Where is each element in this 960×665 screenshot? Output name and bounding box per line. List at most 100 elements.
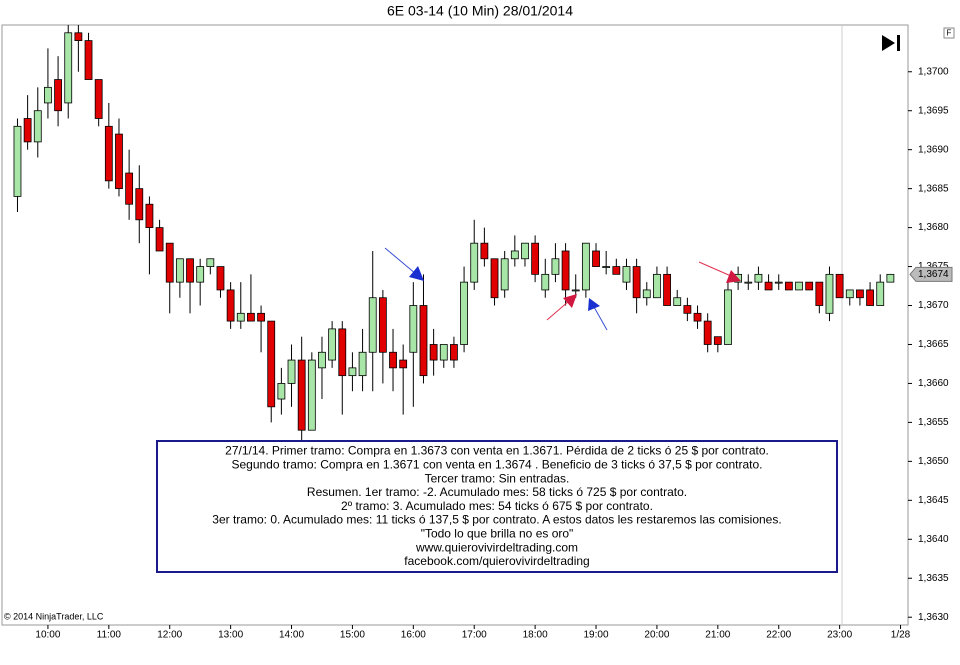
x-tick-label: 16:00 bbox=[401, 630, 426, 641]
annotation-line: Segundo tramo: Compra en 1.3671 con vent… bbox=[231, 457, 762, 471]
candle-body bbox=[94, 79, 103, 119]
candle-body bbox=[805, 281, 814, 291]
play-end-icon bbox=[882, 35, 900, 51]
candle-body bbox=[541, 273, 550, 291]
candle-body bbox=[845, 289, 854, 299]
candle-body bbox=[500, 258, 509, 291]
candle-body bbox=[480, 242, 489, 260]
candle-body bbox=[784, 281, 793, 291]
candle-body bbox=[338, 328, 347, 377]
candle-body bbox=[104, 125, 113, 182]
candle-body bbox=[175, 258, 184, 283]
chart-title: 6E 03-14 (10 Min) 28/01/2014 bbox=[387, 3, 573, 19]
candle-body bbox=[419, 305, 428, 377]
annotation-line: facebook.com/quierovivirdeltrading bbox=[404, 554, 589, 568]
candle-body bbox=[653, 273, 661, 299]
candle-body bbox=[876, 281, 885, 306]
candle-body bbox=[795, 281, 803, 291]
candle-body bbox=[328, 328, 337, 361]
candle-body bbox=[247, 312, 255, 322]
y-tick-label: 1,3650 bbox=[918, 456, 949, 467]
candle-body bbox=[815, 281, 824, 306]
x-tick-label: 22:00 bbox=[766, 630, 791, 641]
candle-body bbox=[165, 242, 174, 283]
candle-body bbox=[236, 312, 245, 322]
x-tick-label: 14:00 bbox=[279, 630, 304, 641]
x-tick-label: 19:00 bbox=[584, 630, 609, 641]
plot-frame bbox=[1, 24, 909, 626]
x-tick-label: 13:00 bbox=[218, 630, 243, 641]
y-tick-label: 1,3670 bbox=[918, 300, 949, 311]
candle-body bbox=[13, 125, 22, 197]
candle-body bbox=[612, 266, 621, 275]
candle-body bbox=[429, 344, 438, 361]
annotation-line: 27/1/14. Primer tramo: Compra en 1.3673 … bbox=[225, 444, 769, 458]
candle-body bbox=[521, 242, 529, 260]
candle-body bbox=[23, 118, 32, 143]
candle-body bbox=[713, 336, 722, 345]
candle-body bbox=[74, 32, 83, 41]
y-tick-label: 1,3700 bbox=[918, 66, 949, 77]
y-tick-label: 1,3630 bbox=[918, 612, 949, 623]
candle-body bbox=[622, 266, 631, 283]
y-tick-label: 1,3675 bbox=[918, 261, 949, 272]
y-tick-label: 1,3665 bbox=[918, 339, 949, 350]
candle-body bbox=[632, 266, 641, 299]
candle-body bbox=[378, 297, 387, 353]
y-tick-label: 1,3655 bbox=[918, 417, 949, 428]
candle-body bbox=[399, 359, 408, 369]
x-tick-label: 15:00 bbox=[340, 630, 365, 641]
candle-body bbox=[64, 32, 73, 104]
candle-body bbox=[774, 281, 783, 284]
candle-body bbox=[642, 289, 651, 299]
candle-body bbox=[145, 203, 154, 228]
candle-body bbox=[460, 281, 468, 345]
candle-body bbox=[84, 40, 93, 80]
last-price-label: 1,3674 bbox=[918, 269, 949, 280]
candle-body bbox=[135, 188, 144, 221]
y-tick-label: 1,3660 bbox=[918, 378, 949, 389]
candle-body bbox=[470, 242, 479, 283]
corner-box bbox=[943, 27, 955, 39]
candle-body bbox=[592, 250, 600, 267]
candle-body bbox=[602, 266, 611, 268]
candle-body bbox=[115, 133, 123, 190]
x-tick-label: 11:00 bbox=[97, 630, 122, 641]
candle-body bbox=[663, 273, 671, 306]
candle-body bbox=[764, 281, 773, 291]
annotation-line: 3er tramo: 0. Acumulado mes: 11 ticks ó … bbox=[212, 513, 781, 527]
x-tick-label: 1/28 bbox=[891, 630, 911, 641]
candle-body bbox=[348, 367, 357, 377]
copyright: © 2014 NinjaTrader, LLC bbox=[4, 611, 104, 621]
annotation-line: Resumen. 1er tramo: -2. Acumulado mes: 5… bbox=[307, 485, 687, 499]
candle-body bbox=[703, 320, 712, 345]
y-tick-label: 1,3695 bbox=[918, 105, 949, 116]
y-tick-label: 1,3690 bbox=[918, 144, 949, 155]
candles bbox=[13, 25, 895, 446]
x-tick-label: 21:00 bbox=[705, 630, 730, 641]
candle-body bbox=[510, 250, 519, 260]
candle-body bbox=[561, 250, 570, 291]
candle-body bbox=[571, 289, 580, 292]
candle-body bbox=[490, 258, 499, 299]
candle-body bbox=[835, 273, 844, 299]
candle-body bbox=[886, 273, 895, 283]
x-tick-label: 20:00 bbox=[644, 630, 669, 641]
candle-body bbox=[693, 312, 702, 322]
candle-body bbox=[673, 297, 682, 306]
candle-body bbox=[226, 289, 235, 322]
y-tick-label: 1,3640 bbox=[918, 534, 949, 545]
candle-body bbox=[267, 320, 276, 408]
candle-body bbox=[581, 242, 590, 291]
candle-body bbox=[307, 359, 316, 431]
candle-body bbox=[409, 305, 418, 353]
y-tick-label: 1,3685 bbox=[918, 183, 949, 194]
candle-body bbox=[450, 344, 458, 361]
candle-body bbox=[439, 344, 448, 361]
candle-body bbox=[216, 266, 225, 291]
candle-body bbox=[531, 242, 540, 275]
candle-body bbox=[206, 258, 215, 267]
candle-body bbox=[368, 297, 377, 353]
